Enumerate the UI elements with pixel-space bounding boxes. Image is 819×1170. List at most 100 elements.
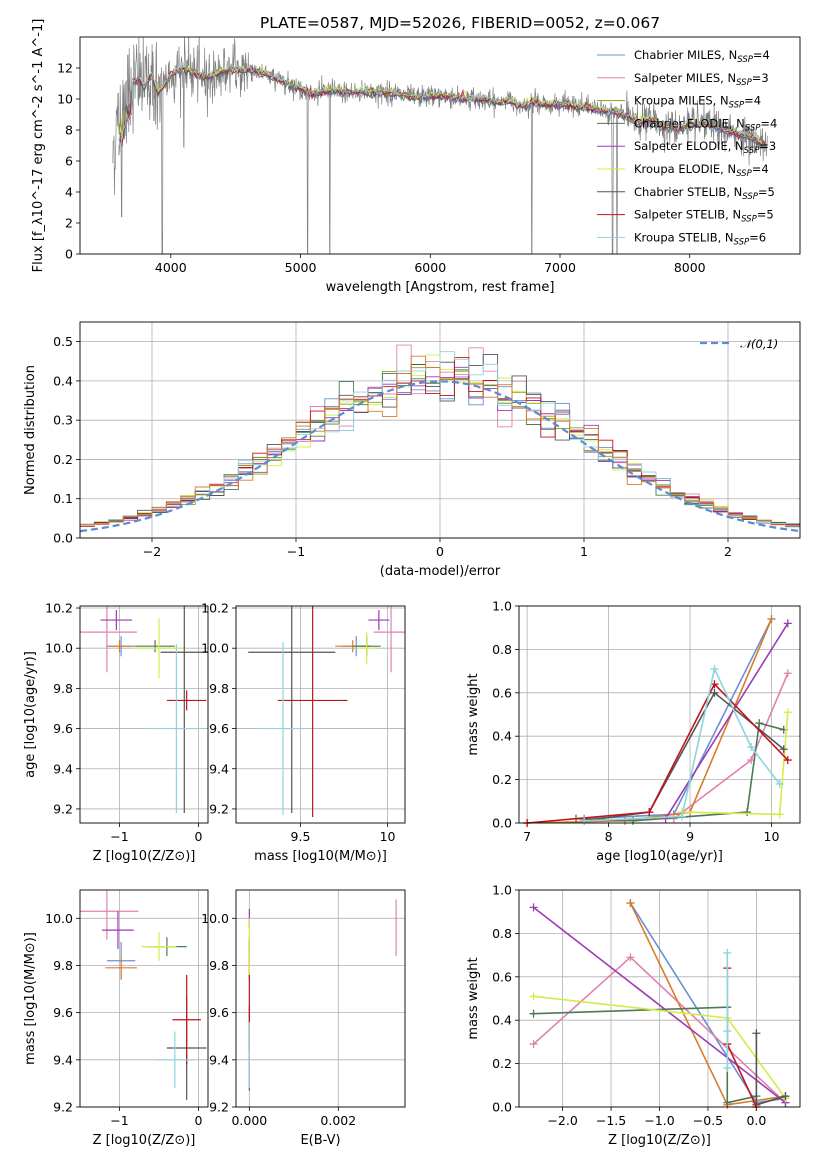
series-line bbox=[575, 722, 784, 822]
x-tick-label: 9 bbox=[686, 829, 694, 844]
x-tick-label: 8000 bbox=[674, 260, 706, 275]
y-tick-label: 0.1 bbox=[53, 491, 73, 506]
mass-weight-vs-age-panel: 7 8 9 10 0.0 0.2 0.4 0.6 0.8 1.0 age [log10(age/yr… bbox=[466, 599, 801, 864]
y-tick-label: 0.2 bbox=[492, 772, 512, 787]
y-tick-label: 0.0 bbox=[53, 531, 73, 546]
series-marker bbox=[529, 903, 538, 912]
x-tick-label: −0.5 bbox=[693, 1113, 723, 1128]
y-tick-label: 10.0 bbox=[201, 641, 229, 656]
x-tick-label: −2.0 bbox=[547, 1113, 577, 1128]
residual-histogram-panel: −2 −1 0 1 2 0.0 0.1 0.2 0.3 0.4 0.5 (data-model)/er… bbox=[23, 321, 801, 579]
y-axis-label: mass [log10(M/M⊙)] bbox=[23, 932, 38, 1065]
y-tick-label: 0.6 bbox=[492, 685, 512, 700]
x-axis-label: Z [log10(Z/Z⊙)] bbox=[93, 849, 196, 864]
spectrum-panel: 4000 5000 6000 7000 8000 0 2 4 6 8 10 12 wavelength … bbox=[31, 14, 801, 295]
series-line bbox=[584, 691, 785, 822]
series-marker bbox=[723, 948, 732, 957]
y-tick-label: 10.0 bbox=[201, 911, 229, 926]
series-line bbox=[664, 622, 789, 820]
series-marker bbox=[743, 808, 752, 817]
y-tick-label: 0.4 bbox=[53, 373, 73, 388]
y-tick-label: 1.0 bbox=[492, 599, 512, 614]
x-tick-label: −1 bbox=[110, 1113, 128, 1128]
series-line bbox=[584, 618, 773, 820]
y-axis-label: mass weight bbox=[466, 673, 481, 755]
x-tick-label: 2 bbox=[724, 544, 732, 559]
series-marker bbox=[783, 619, 792, 628]
x-tick-label: 4000 bbox=[155, 260, 187, 275]
y-tick-label: 0.0 bbox=[492, 816, 512, 831]
legend-entry: Salpeter ELODIE, NSSP=3 bbox=[634, 139, 776, 156]
x-tick-label: 0 bbox=[195, 1113, 203, 1128]
y-axis-label: age [log10(age/yr)] bbox=[23, 651, 38, 778]
axes-frame bbox=[79, 605, 209, 824]
series-marker bbox=[661, 814, 670, 823]
series-marker bbox=[775, 810, 784, 819]
series-marker bbox=[626, 899, 635, 908]
legend-entry: 𝒩(0,1) bbox=[740, 337, 778, 351]
x-axis-label: (data-model)/error bbox=[380, 564, 501, 579]
legend-entry: Kroupa STELIB, NSSP=6 bbox=[634, 230, 766, 247]
mass-vs-metallicity-panel: −1 0 9.2 9.4 9.6 9.8 10.0 Z [log10(Z/Z⊙)] mass [… bbox=[23, 889, 209, 1148]
y-tick-label: 0.3 bbox=[53, 413, 73, 428]
y-tick-label: 0.4 bbox=[492, 729, 512, 744]
normal-reference-curve bbox=[80, 380, 800, 533]
x-tick-label: 0.002 bbox=[320, 1113, 356, 1128]
axes-frame bbox=[79, 889, 209, 1108]
y-tick-label: 9.8 bbox=[209, 681, 229, 696]
x-tick-label: −1.5 bbox=[596, 1113, 626, 1128]
x-tick-label: 10 bbox=[380, 829, 396, 844]
x-axis-label: wavelength [Angstrom, rest frame] bbox=[326, 280, 555, 295]
series-marker bbox=[781, 1092, 790, 1101]
y-tick-label: 0.8 bbox=[492, 926, 512, 941]
y-tick-label: 0.2 bbox=[53, 452, 73, 467]
series-marker bbox=[723, 1027, 732, 1036]
axes-frame bbox=[518, 889, 801, 1108]
series-marker bbox=[529, 992, 538, 1001]
x-tick-label: 0.0 bbox=[746, 1113, 766, 1128]
series-marker bbox=[752, 1029, 761, 1038]
axes-frame bbox=[235, 889, 406, 1108]
axes-frame bbox=[235, 605, 406, 824]
y-tick-label: 9.6 bbox=[53, 721, 73, 736]
series-marker bbox=[747, 743, 756, 752]
series-marker bbox=[710, 664, 719, 673]
series-marker bbox=[755, 719, 764, 728]
y-tick-label: 9.4 bbox=[209, 761, 229, 776]
series-line bbox=[681, 712, 789, 816]
series-marker bbox=[529, 1009, 538, 1018]
y-tick-label: 2 bbox=[65, 216, 73, 231]
x-tick-label: −1 bbox=[287, 544, 305, 559]
y-tick-label: 10.0 bbox=[45, 641, 73, 656]
x-tick-label: 7000 bbox=[544, 260, 576, 275]
y-tick-label: 9.2 bbox=[209, 801, 229, 816]
legend-entry: Chabrier ELODIE, NSSP=4 bbox=[634, 116, 777, 133]
y-tick-label: 6 bbox=[65, 154, 73, 169]
series-marker bbox=[767, 615, 776, 624]
y-tick-label: 10 bbox=[57, 92, 73, 107]
y-tick-label: 9.8 bbox=[209, 958, 229, 973]
x-axis-label: age [log10(age/yr)] bbox=[596, 849, 723, 864]
x-tick-label: 8 bbox=[605, 829, 613, 844]
series-line bbox=[527, 682, 789, 823]
axes-frame bbox=[79, 321, 801, 539]
series-marker bbox=[775, 779, 784, 788]
series-line bbox=[533, 906, 786, 1104]
legend-entry: Chabrier STELIB, NSSP=5 bbox=[634, 185, 775, 202]
x-tick-label: 0 bbox=[195, 829, 203, 844]
series-marker bbox=[677, 812, 686, 821]
legend-entry: Salpeter STELIB, NSSP=5 bbox=[634, 208, 774, 225]
x-axis-label: mass [log10(M/M⊙)] bbox=[254, 849, 387, 864]
y-tick-label: 0 bbox=[65, 247, 73, 262]
x-tick-label: 5000 bbox=[285, 260, 317, 275]
x-axis-label: Z [log10(Z/Z⊙)] bbox=[608, 1133, 711, 1148]
y-tick-label: 0.2 bbox=[492, 1056, 512, 1071]
series-marker bbox=[779, 745, 788, 754]
y-tick-label: 12 bbox=[57, 61, 73, 76]
x-tick-label: 0.000 bbox=[231, 1113, 267, 1128]
y-tick-label: 9.2 bbox=[53, 801, 73, 816]
x-tick-label: 0 bbox=[436, 544, 444, 559]
y-tick-label: 0.0 bbox=[492, 1100, 512, 1115]
y-axis-label: mass weight bbox=[466, 957, 481, 1039]
x-tick-label: 10 bbox=[764, 829, 780, 844]
